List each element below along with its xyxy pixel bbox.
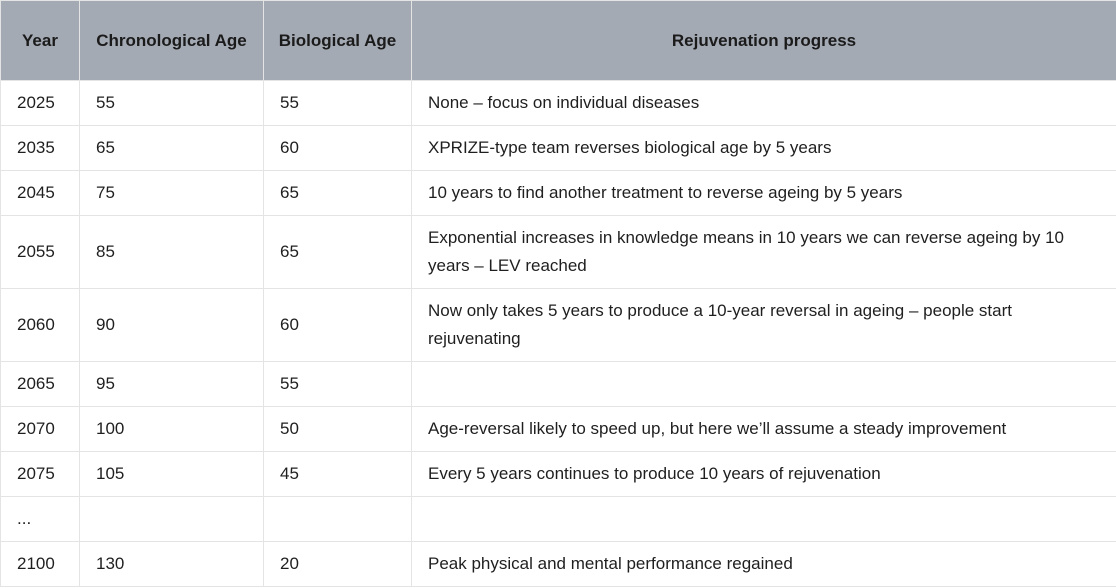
cell-year: 2075 bbox=[0, 451, 80, 497]
cell-year: 2045 bbox=[0, 170, 80, 216]
cell-biological-age: 65 bbox=[263, 215, 412, 289]
table-row: 2075 105 45 Every 5 years continues to p… bbox=[0, 451, 1116, 497]
cell-year: 2025 bbox=[0, 80, 80, 126]
cell-rejuvenation-progress: XPRIZE-type team reverses biological age… bbox=[411, 125, 1116, 171]
cell-biological-age: 55 bbox=[263, 361, 412, 407]
cell-year: 2100 bbox=[0, 541, 80, 587]
cell-rejuvenation-progress: Every 5 years continues to produce 10 ye… bbox=[411, 451, 1116, 497]
cell-chronological-age: 55 bbox=[79, 80, 264, 126]
table-body: 2025 55 55 None – focus on individual di… bbox=[0, 80, 1116, 587]
cell-chronological-age: 75 bbox=[79, 170, 264, 216]
cell-chronological-age: 130 bbox=[79, 541, 264, 587]
table-row: 2035 65 60 XPRIZE-type team reverses bio… bbox=[0, 125, 1116, 171]
cell-rejuvenation-progress bbox=[411, 361, 1116, 407]
cell-year: 2055 bbox=[0, 215, 80, 289]
table-row: 2100 130 20 Peak physical and mental per… bbox=[0, 541, 1116, 587]
table-row: ... bbox=[0, 496, 1116, 542]
cell-chronological-age: 65 bbox=[79, 125, 264, 171]
header-year: Year bbox=[0, 0, 80, 81]
cell-year: ... bbox=[0, 496, 80, 542]
table-row: 2060 90 60 Now only takes 5 years to pro… bbox=[0, 288, 1116, 362]
table-header: Year Chronological Age Biological Age Re… bbox=[0, 0, 1116, 81]
cell-biological-age: 50 bbox=[263, 406, 412, 452]
cell-rejuvenation-progress: Now only takes 5 years to produce a 10-y… bbox=[411, 288, 1116, 362]
table-row: 2065 95 55 bbox=[0, 361, 1116, 407]
table-row: 2055 85 65 Exponential increases in know… bbox=[0, 215, 1116, 289]
cell-biological-age: 60 bbox=[263, 125, 412, 171]
cell-year: 2070 bbox=[0, 406, 80, 452]
cell-chronological-age bbox=[79, 496, 264, 542]
cell-rejuvenation-progress: 10 years to find another treatment to re… bbox=[411, 170, 1116, 216]
table-row: 2025 55 55 None – focus on individual di… bbox=[0, 80, 1116, 126]
cell-chronological-age: 85 bbox=[79, 215, 264, 289]
cell-year: 2035 bbox=[0, 125, 80, 171]
cell-chronological-age: 105 bbox=[79, 451, 264, 497]
cell-biological-age: 20 bbox=[263, 541, 412, 587]
cell-biological-age: 60 bbox=[263, 288, 412, 362]
cell-chronological-age: 95 bbox=[79, 361, 264, 407]
cell-year: 2065 bbox=[0, 361, 80, 407]
cell-year: 2060 bbox=[0, 288, 80, 362]
cell-biological-age bbox=[263, 496, 412, 542]
cell-rejuvenation-progress: Age-reversal likely to speed up, but her… bbox=[411, 406, 1116, 452]
table-row: 2070 100 50 Age-reversal likely to speed… bbox=[0, 406, 1116, 452]
cell-biological-age: 45 bbox=[263, 451, 412, 497]
cell-rejuvenation-progress: None – focus on individual diseases bbox=[411, 80, 1116, 126]
cell-chronological-age: 90 bbox=[79, 288, 264, 362]
header-row: Year Chronological Age Biological Age Re… bbox=[0, 0, 1116, 81]
cell-rejuvenation-progress: Exponential increases in knowledge means… bbox=[411, 215, 1116, 289]
cell-chronological-age: 100 bbox=[79, 406, 264, 452]
header-biological-age: Biological Age bbox=[263, 0, 412, 81]
header-chronological-age: Chronological Age bbox=[79, 0, 264, 81]
cell-rejuvenation-progress bbox=[411, 496, 1116, 542]
cell-rejuvenation-progress: Peak physical and mental performance reg… bbox=[411, 541, 1116, 587]
cell-biological-age: 65 bbox=[263, 170, 412, 216]
table-row: 2045 75 65 10 years to find another trea… bbox=[0, 170, 1116, 216]
cell-biological-age: 55 bbox=[263, 80, 412, 126]
header-rejuvenation-progress: Rejuvenation progress bbox=[411, 0, 1116, 81]
